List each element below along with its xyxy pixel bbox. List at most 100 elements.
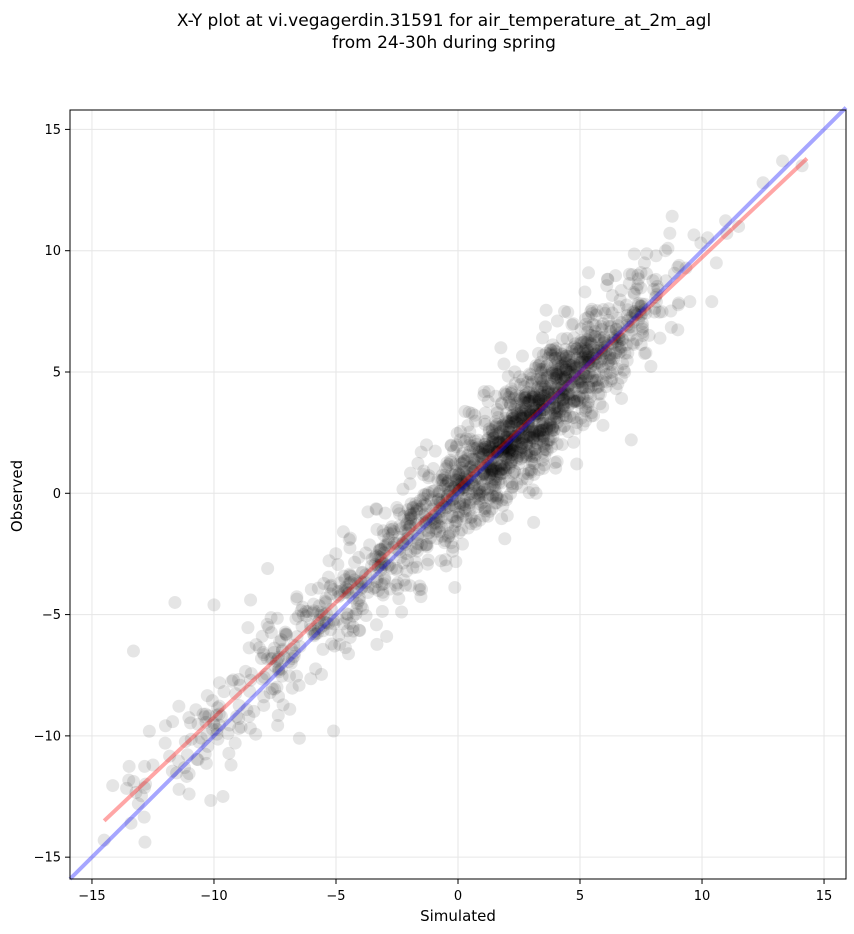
- scatter-point: [532, 394, 546, 408]
- scatter-point: [576, 381, 590, 395]
- scatter-point: [216, 789, 230, 803]
- scatter-point: [614, 340, 628, 354]
- scatter-point: [420, 514, 434, 528]
- scatter-point: [319, 591, 333, 605]
- scatter-point: [537, 439, 551, 453]
- scatter-point: [229, 687, 243, 701]
- scatter-point: [529, 407, 543, 421]
- scatter-point: [533, 406, 547, 420]
- scatter-point: [337, 569, 351, 583]
- scatter-point: [434, 473, 448, 487]
- scatter-point: [490, 469, 504, 483]
- scatter-point: [498, 419, 512, 433]
- scatter-point: [506, 448, 520, 462]
- scatter-point: [501, 444, 515, 458]
- scatter-point: [581, 387, 595, 401]
- scatter-point: [290, 669, 304, 683]
- scatter-point: [732, 219, 746, 233]
- scatter-point: [461, 521, 475, 535]
- scatter-point: [572, 376, 586, 390]
- scatter-point: [495, 397, 509, 411]
- scatter-point: [489, 489, 503, 503]
- scatter-point: [344, 570, 358, 584]
- scatter-point: [409, 496, 423, 510]
- scatter-point: [365, 559, 379, 573]
- scatter-point: [435, 474, 449, 488]
- scatter-point: [435, 504, 449, 518]
- scatter-point: [486, 472, 500, 486]
- scatter-point: [315, 606, 329, 620]
- scatter-point: [417, 464, 431, 478]
- scatter-point: [581, 357, 595, 371]
- scatter-point: [581, 335, 595, 349]
- scatter-point: [441, 489, 455, 503]
- scatter-point: [580, 333, 594, 347]
- scatter-point: [591, 379, 605, 393]
- scatter-point: [621, 303, 635, 317]
- scatter-point: [625, 323, 639, 337]
- scatter-point: [521, 415, 535, 429]
- scatter-point: [485, 449, 499, 463]
- scatter-point: [522, 429, 536, 443]
- scatter-point: [199, 756, 213, 770]
- scatter-point: [516, 408, 530, 422]
- scatter-point: [343, 531, 357, 545]
- scatter-point: [537, 416, 551, 430]
- scatter-point: [486, 459, 500, 473]
- scatter-point: [327, 617, 341, 631]
- scatter-point: [329, 547, 343, 561]
- scatter-point: [465, 476, 479, 490]
- scatter-point: [536, 427, 550, 441]
- scatter-point: [450, 514, 464, 528]
- scatter-point: [496, 441, 510, 455]
- scatter-point: [566, 410, 580, 424]
- scatter-point: [563, 392, 577, 406]
- scatter-point: [599, 346, 613, 360]
- chart-title-line-2: from 24-30h during spring: [332, 33, 556, 53]
- scatter-point: [275, 642, 289, 656]
- scatter-point: [567, 393, 581, 407]
- scatter-point: [146, 758, 160, 772]
- scatter-point: [273, 635, 287, 649]
- scatter-point: [537, 408, 551, 422]
- scatter-point: [597, 340, 611, 354]
- scatter-point: [637, 256, 651, 270]
- scatter-point: [549, 461, 563, 475]
- scatter-point: [120, 781, 134, 795]
- scatter-point: [514, 377, 528, 391]
- scatter-point: [370, 502, 384, 516]
- scatter-point: [502, 419, 516, 433]
- scatter-point: [630, 308, 644, 322]
- scatter-point: [488, 445, 502, 459]
- scatter-point: [513, 392, 527, 406]
- scatter-point: [481, 454, 495, 468]
- scatter-point: [523, 406, 537, 420]
- scatter-point: [373, 542, 387, 556]
- scatter-point: [581, 395, 595, 409]
- scatter-point: [648, 290, 662, 304]
- scatter-point: [493, 467, 507, 481]
- scatter-point: [376, 524, 390, 538]
- scatter-point: [583, 336, 597, 350]
- scatter-point: [458, 495, 472, 509]
- scatter-point: [263, 686, 277, 700]
- scatter-point: [559, 372, 573, 386]
- scatter-point: [441, 475, 455, 489]
- scatter-point: [209, 708, 223, 722]
- scatter-point: [518, 404, 532, 418]
- scatter-point: [371, 560, 385, 574]
- scatter-point: [586, 317, 600, 331]
- scatter-point: [477, 478, 491, 492]
- scatter-point: [534, 355, 548, 369]
- scatter-point: [536, 423, 550, 437]
- scatter-point: [661, 241, 675, 255]
- scatter-point: [609, 269, 623, 283]
- scatter-point: [498, 466, 512, 480]
- scatter-point: [243, 721, 257, 735]
- scatter-point: [488, 473, 502, 487]
- scatter-point: [495, 419, 509, 433]
- scatter-point: [455, 474, 469, 488]
- scatter-point: [648, 301, 662, 315]
- scatter-point: [574, 381, 588, 395]
